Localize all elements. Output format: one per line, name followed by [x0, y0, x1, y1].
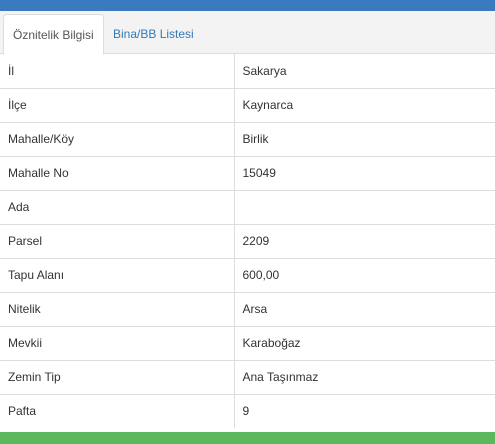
attribute-value: Karaboğaz [234, 325, 495, 360]
attribute-key: Parsel [0, 223, 235, 258]
attribute-value: 15049 [234, 155, 495, 190]
attribute-key: Mahalle No [0, 155, 235, 190]
attribute-value: 9 [234, 393, 495, 428]
attribute-key: Pafta [0, 393, 235, 428]
table-row: İlçe Kaynarca [0, 87, 495, 122]
attribute-key: İlçe [0, 87, 235, 122]
table-row: Pafta 9 [0, 393, 495, 428]
tab-bina-bb-listesi[interactable]: Bina/BB Listesi [113, 27, 194, 41]
attribute-value: Ana Taşınmaz [234, 359, 495, 394]
table-row: İl Sakarya [0, 54, 495, 88]
table-row: Parsel 2209 [0, 223, 495, 258]
attribute-key: Mahalle/Köy [0, 121, 235, 156]
attribute-key: Tapu Alanı [0, 257, 235, 292]
table-row: Mahalle No 15049 [0, 155, 495, 190]
attribute-value [234, 189, 495, 224]
tab-oznitelik-bilgisi[interactable]: Öznitelik Bilgisi [3, 14, 104, 55]
attribute-table: İl Sakarya İlçe Kaynarca Mahalle/Köy Bir… [0, 54, 495, 428]
table-row: Mevkii Karaboğaz [0, 325, 495, 360]
table-row: Ada [0, 189, 495, 224]
tab-bar: Öznitelik Bilgisi Bina/BB Listesi [0, 11, 495, 55]
footer-bar [0, 432, 495, 444]
attribute-value: 600,00 [234, 257, 495, 292]
header-bar [0, 0, 495, 11]
attribute-key: Ada [0, 189, 235, 224]
table-row: Tapu Alanı 600,00 [0, 257, 495, 292]
attribute-key: Zemin Tip [0, 359, 235, 394]
attribute-key: Nitelik [0, 291, 235, 326]
attribute-key: İl [0, 54, 235, 88]
attribute-value: Arsa [234, 291, 495, 326]
attribute-value: Sakarya [242, 63, 287, 78]
table-row: Zemin Tip Ana Taşınmaz [0, 359, 495, 394]
table-row: Mahalle/Köy Birlik [0, 121, 495, 156]
attribute-value: Kaynarca [234, 87, 495, 122]
attribute-value: 2209 [234, 223, 495, 258]
attribute-key: Mevkii [0, 325, 235, 360]
table-row: Nitelik Arsa [0, 291, 495, 326]
attribute-value: Birlik [234, 121, 495, 156]
